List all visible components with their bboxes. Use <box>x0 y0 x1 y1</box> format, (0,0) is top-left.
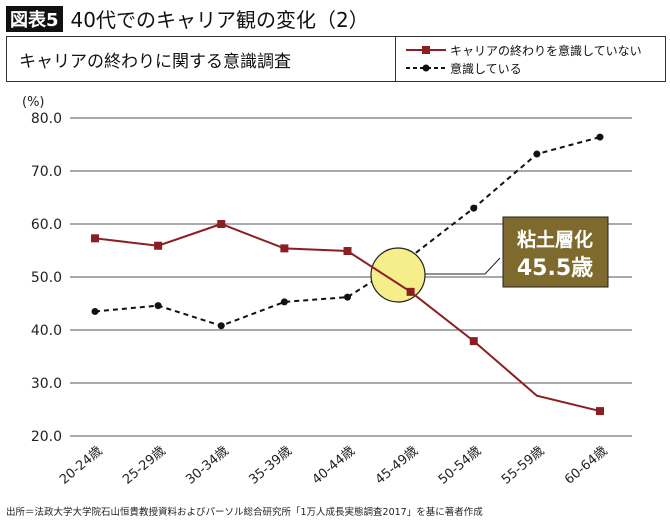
data-point-circle <box>91 307 99 315</box>
legend-item-1: キャリアの終わりを意識していない <box>406 41 665 59</box>
data-point-circle <box>533 150 541 158</box>
chart-subtitle: キャリアの終わりに関する意識調査 <box>7 37 396 81</box>
y-tick-label: 20.0 <box>31 429 62 445</box>
data-point-square <box>596 407 604 416</box>
data-point-circle <box>154 302 162 310</box>
y-tick-label: 40.0 <box>31 323 62 339</box>
title-bar: 図表5 40代でのキャリア観の変化（2） <box>6 4 369 33</box>
figure-label: 図表5 <box>6 5 63 32</box>
legend-solid-square-icon <box>406 46 446 54</box>
y-tick-label: 30.0 <box>31 376 62 392</box>
data-point-square <box>154 241 163 250</box>
y-tick-label: 70.0 <box>31 164 62 180</box>
legend-label-2: 意識している <box>450 61 522 76</box>
data-point-circle <box>280 298 288 306</box>
data-point-circle <box>344 293 351 301</box>
x-tick-label: 30-34歳 <box>183 444 232 488</box>
x-tick-label: 50-54歳 <box>436 444 485 488</box>
y-tick-label: 60.0 <box>31 217 62 233</box>
y-tick-label: 80.0 <box>31 111 62 127</box>
data-point-square <box>280 244 289 253</box>
legend: キャリアの終わりを意識していない 意識している <box>396 37 665 81</box>
x-tick-label: 20-24歳 <box>57 444 106 488</box>
data-point-circle <box>470 204 478 212</box>
x-tick-label: 40-44歳 <box>310 444 359 488</box>
data-point-square <box>217 220 226 228</box>
y-axis-unit: (%) <box>22 95 45 110</box>
data-point-square <box>469 337 478 346</box>
annotation-box <box>502 216 609 288</box>
crossover-highlight-circle <box>370 247 426 303</box>
x-tick-label: 45-49歳 <box>373 444 422 488</box>
data-point-square <box>343 247 352 256</box>
data-point-circle <box>596 133 604 141</box>
annotation-leader-line <box>425 257 501 275</box>
annotation-line2: 45.5歳 <box>517 256 593 281</box>
legend-label-1: キャリアの終わりを意識していない <box>450 43 642 58</box>
x-tick-label: 35-39歳 <box>246 444 295 488</box>
annotation-line1: 粘土層化 <box>517 228 593 251</box>
data-point-square <box>91 234 99 243</box>
header-box: キャリアの終わりに関する意識調査 キャリアの終わりを意識していない 意識している <box>6 36 666 82</box>
data-point-square <box>406 287 415 296</box>
x-tick-label: 25-29歳 <box>120 444 169 488</box>
source-note: 出所＝法政大学大学院石山恒貴教授資料およびパーソル総合研究所「1万人成長実態調査… <box>6 507 483 518</box>
series-line-2 <box>94 136 601 327</box>
x-tick-label: 55-59歳 <box>499 444 548 488</box>
chart-title: 40代でのキャリア観の変化（2） <box>70 8 369 32</box>
legend-item-2: 意識している <box>406 59 665 77</box>
legend-dashed-circle-icon <box>406 64 446 72</box>
data-point-circle <box>217 322 225 330</box>
y-tick-label: 50.0 <box>31 270 62 286</box>
x-tick-label: 60-64歳 <box>562 444 611 488</box>
line-chart: (%) 80.0 70.0 60.0 50.0 40.0 30.0 20.020-24歳 25… <box>22 95 632 488</box>
